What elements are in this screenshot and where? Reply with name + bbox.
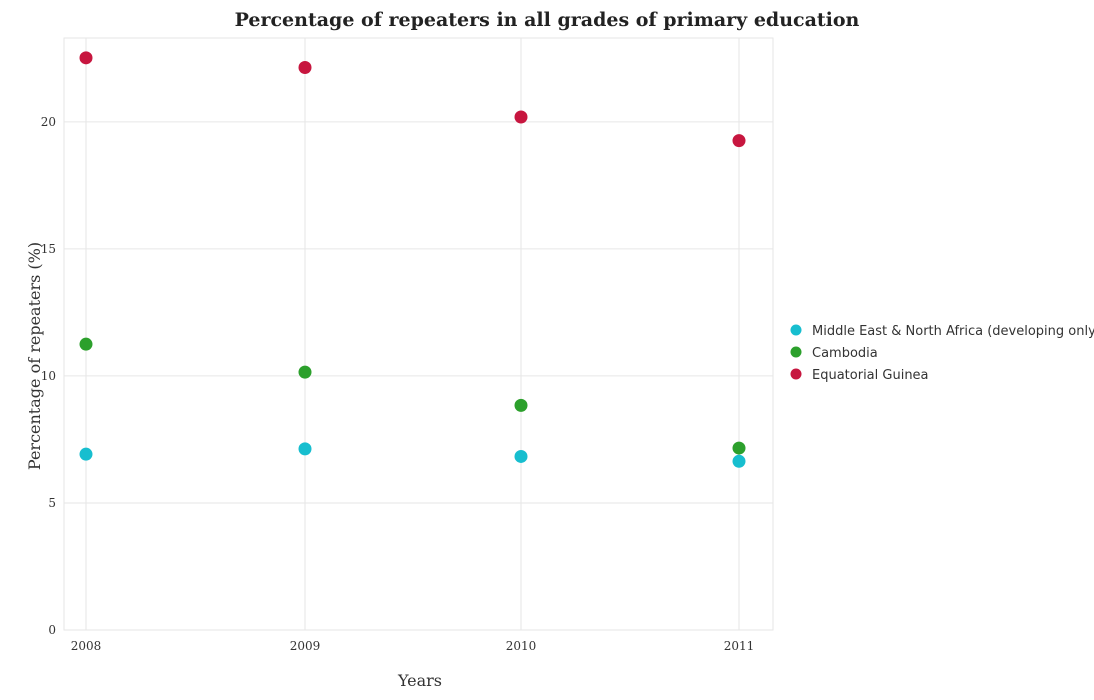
y-axis-title: Percentage of repeaters (%) bbox=[25, 242, 44, 470]
data-point bbox=[514, 398, 528, 412]
y-tick-label: 0 bbox=[48, 623, 56, 637]
data-point bbox=[732, 454, 746, 468]
data-point bbox=[79, 51, 93, 65]
data-point bbox=[298, 442, 312, 456]
data-point bbox=[514, 449, 528, 463]
data-point bbox=[298, 60, 312, 74]
y-tick-label: 20 bbox=[41, 115, 56, 129]
data-point bbox=[514, 110, 528, 124]
x-tick-label: 2008 bbox=[71, 639, 102, 653]
chart-title: Percentage of repeaters in all grades of… bbox=[235, 9, 860, 31]
grid bbox=[63, 37, 774, 631]
axes: 0 5 10 15 20 2008 2009 2010 2011 bbox=[41, 115, 755, 653]
legend-label: Equatorial Guinea bbox=[812, 368, 929, 383]
y-tick-label: 15 bbox=[41, 242, 56, 256]
y-tick-label: 5 bbox=[48, 496, 56, 510]
data-point bbox=[732, 134, 746, 148]
x-tick-label: 2009 bbox=[290, 639, 321, 653]
legend-marker bbox=[790, 346, 802, 358]
x-tick-label: 2010 bbox=[506, 639, 537, 653]
legend-label: Cambodia bbox=[812, 346, 878, 361]
data-point bbox=[79, 447, 93, 461]
data-point bbox=[732, 441, 746, 455]
x-tick-label: 2011 bbox=[724, 639, 755, 653]
data-points bbox=[79, 51, 746, 468]
data-point bbox=[298, 365, 312, 379]
y-tick-label: 10 bbox=[41, 369, 56, 383]
legend-marker bbox=[790, 368, 802, 380]
data-point bbox=[79, 337, 93, 351]
plot-area bbox=[63, 37, 774, 631]
legend-label: Middle East & North Africa (developing o… bbox=[812, 324, 1094, 339]
x-axis-title: Years bbox=[397, 671, 442, 690]
legend-marker bbox=[790, 324, 802, 336]
legend: Middle East & North Africa (developing o… bbox=[790, 324, 1094, 383]
